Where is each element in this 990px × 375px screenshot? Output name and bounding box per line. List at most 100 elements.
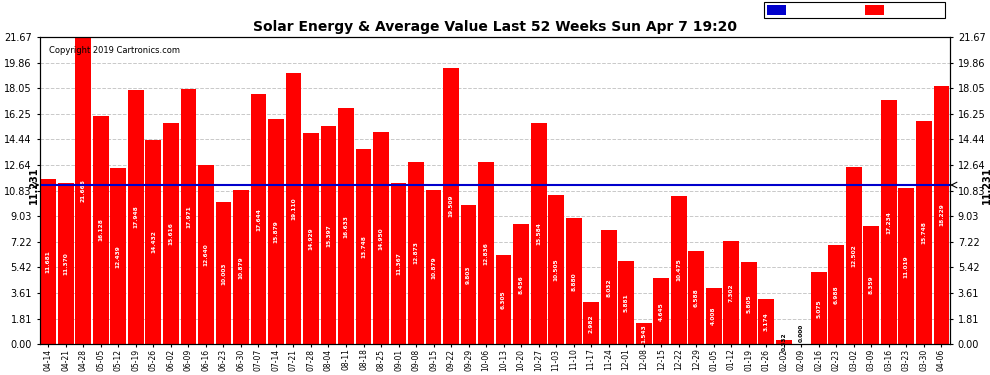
Bar — [146, 140, 161, 344]
Text: 21.666: 21.666 — [81, 179, 86, 202]
Text: 1.543: 1.543 — [642, 324, 646, 343]
Text: Copyright 2019 Cartronics.com: Copyright 2019 Cartronics.com — [49, 46, 179, 55]
Text: 13.748: 13.748 — [361, 236, 366, 258]
Text: 0.000: 0.000 — [799, 323, 804, 342]
Bar — [391, 183, 407, 344]
Bar — [601, 230, 617, 344]
Bar — [426, 190, 442, 344]
Bar — [285, 73, 301, 344]
Bar — [724, 241, 740, 344]
Text: 8.359: 8.359 — [869, 276, 874, 294]
Bar — [934, 86, 949, 344]
Text: 17.948: 17.948 — [134, 206, 139, 228]
Text: 17.971: 17.971 — [186, 206, 191, 228]
Text: 10.879: 10.879 — [431, 256, 436, 279]
Text: 10.003: 10.003 — [221, 262, 226, 285]
Text: 11.019: 11.019 — [904, 255, 909, 278]
Text: 15.748: 15.748 — [922, 221, 927, 244]
Text: 3.174: 3.174 — [763, 312, 769, 331]
Text: 2.982: 2.982 — [589, 314, 594, 333]
Text: 11.370: 11.370 — [63, 252, 68, 275]
Text: 16.128: 16.128 — [98, 219, 103, 242]
Text: 5.075: 5.075 — [817, 299, 822, 318]
Bar — [565, 218, 581, 344]
Bar — [706, 288, 722, 344]
Bar — [899, 188, 914, 344]
Bar — [321, 126, 337, 344]
Text: 8.456: 8.456 — [519, 275, 524, 294]
Bar — [741, 262, 756, 344]
Bar — [829, 245, 844, 344]
Bar — [619, 261, 634, 344]
Text: 8.880: 8.880 — [571, 272, 576, 291]
Text: 17.234: 17.234 — [886, 211, 891, 234]
Bar — [373, 132, 389, 344]
Text: 8.032: 8.032 — [606, 278, 611, 297]
Bar — [111, 168, 127, 344]
Bar — [75, 37, 91, 344]
Bar — [58, 183, 73, 344]
Text: 5.881: 5.881 — [624, 293, 629, 312]
Bar — [93, 116, 109, 344]
Bar — [250, 94, 266, 344]
Text: 10.505: 10.505 — [553, 258, 558, 281]
Text: 4.008: 4.008 — [711, 307, 716, 325]
Bar — [198, 165, 214, 344]
Text: 7.302: 7.302 — [729, 283, 734, 302]
Text: 14.432: 14.432 — [150, 231, 155, 254]
Text: 19.110: 19.110 — [291, 198, 296, 220]
Bar — [478, 162, 494, 344]
Text: 11.367: 11.367 — [396, 252, 401, 275]
Bar — [41, 178, 56, 344]
Bar — [460, 205, 476, 344]
Bar — [916, 121, 932, 344]
Bar — [408, 162, 424, 344]
Text: 15.616: 15.616 — [168, 222, 173, 245]
Text: 19.509: 19.509 — [448, 195, 453, 217]
Text: 4.645: 4.645 — [658, 302, 663, 321]
Bar — [881, 100, 897, 344]
Text: 15.584: 15.584 — [537, 222, 542, 245]
Bar — [776, 340, 792, 344]
Text: 12.439: 12.439 — [116, 245, 121, 267]
Bar — [548, 195, 564, 344]
Text: 15.879: 15.879 — [273, 220, 278, 243]
Bar — [233, 190, 248, 344]
Bar — [671, 196, 687, 344]
Bar — [758, 299, 774, 344]
Text: 17.644: 17.644 — [256, 208, 261, 231]
Bar — [444, 68, 459, 344]
Text: 12.873: 12.873 — [414, 242, 419, 264]
Text: 12.502: 12.502 — [851, 244, 856, 267]
Bar — [653, 279, 669, 344]
Bar — [636, 322, 651, 344]
Text: 16.633: 16.633 — [344, 215, 348, 238]
Text: 10.475: 10.475 — [676, 259, 681, 282]
Bar — [688, 251, 704, 344]
Text: 9.803: 9.803 — [466, 266, 471, 284]
Text: 10.879: 10.879 — [239, 256, 244, 279]
Bar — [128, 90, 144, 344]
Bar — [355, 149, 371, 344]
Bar — [531, 123, 546, 344]
Text: 11.231: 11.231 — [981, 166, 990, 204]
Text: 0.332: 0.332 — [781, 333, 786, 351]
Bar — [811, 272, 827, 344]
Text: 14.929: 14.929 — [309, 227, 314, 250]
Text: 5.805: 5.805 — [746, 294, 751, 312]
Bar — [163, 123, 179, 344]
Text: 14.950: 14.950 — [378, 227, 383, 250]
Bar — [863, 226, 879, 344]
Bar — [339, 108, 353, 344]
Bar — [303, 132, 319, 344]
Text: 6.988: 6.988 — [834, 285, 839, 304]
Text: 12.836: 12.836 — [483, 242, 489, 265]
Bar — [496, 255, 512, 344]
Legend: Average  ($), Daily  ($): Average ($), Daily ($) — [764, 2, 945, 18]
Bar — [513, 224, 529, 344]
Text: 12.640: 12.640 — [203, 243, 209, 266]
Text: 6.305: 6.305 — [501, 290, 506, 309]
Bar — [583, 302, 599, 344]
Bar — [845, 167, 861, 344]
Title: Solar Energy & Average Value Last 52 Weeks Sun Apr 7 19:20: Solar Energy & Average Value Last 52 Wee… — [252, 20, 737, 34]
